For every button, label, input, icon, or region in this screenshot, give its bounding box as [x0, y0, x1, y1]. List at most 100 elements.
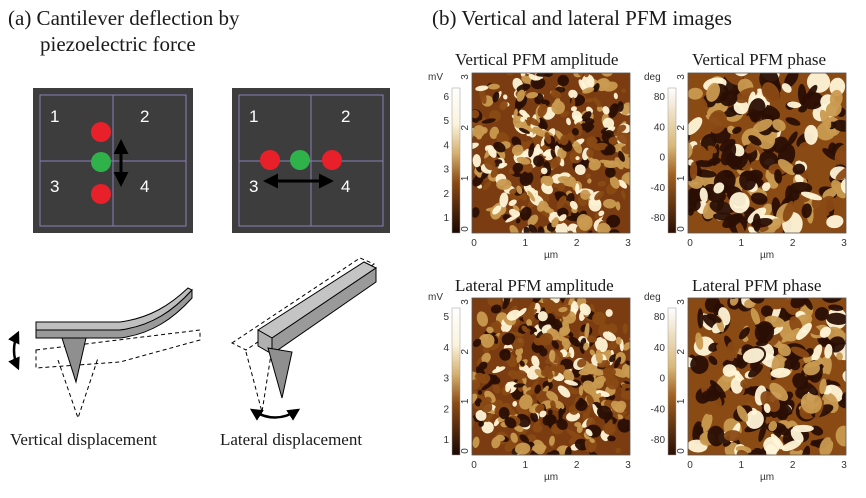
laser-spot-upper — [91, 122, 111, 142]
quadrant-4-label: 4 — [341, 177, 350, 196]
x-tick-label: 3 — [625, 238, 631, 249]
x-axis-unit: µm — [760, 250, 774, 261]
laser-spot-center — [91, 152, 111, 172]
colorbar-tick-label: 80 — [654, 92, 666, 103]
quadrant-2-label: 2 — [140, 107, 149, 126]
y-tick-label: 1 — [460, 175, 471, 181]
colorbar — [451, 87, 461, 234]
x-tick-label: 3 — [841, 460, 847, 471]
x-tick-label: 3 — [841, 238, 847, 249]
image-title-vertical-amplitude: Vertical PFM amplitude — [455, 50, 619, 69]
y-tick-label: 2 — [460, 348, 471, 354]
colorbar — [451, 307, 461, 456]
y-tick-label: 3 — [676, 299, 687, 305]
x-axis-unit: µm — [544, 250, 558, 261]
colorbar — [667, 307, 677, 456]
y-tick-label: 2 — [676, 348, 687, 354]
quadrant-3-label: 3 — [50, 177, 59, 196]
x-tick-label: 3 — [625, 460, 631, 471]
colorbar-tick-label: 80 — [654, 312, 666, 323]
laser-spot-left — [260, 150, 280, 170]
laser-spot-lower — [91, 184, 111, 204]
colorbar-tick-label: 5 — [443, 312, 449, 323]
x-tick-label: 2 — [574, 238, 580, 249]
caption-lateral-displacement: Lateral displacement — [220, 430, 363, 449]
colorbar-tick-label: 0 — [659, 153, 665, 164]
y-tick-label: 2 — [676, 124, 687, 130]
image-title-lateral-phase: Lateral PFM phase — [692, 276, 822, 295]
colorbar-tick-label: -40 — [651, 183, 666, 194]
colorbar-unit: mV — [428, 72, 443, 83]
y-tick-label: 3 — [460, 299, 471, 305]
x-tick-label: 0 — [471, 460, 477, 471]
x-tick-label: 1 — [739, 460, 745, 471]
pfm-image-3: mV5 4 3 2 1 3 2 1 00 1 2 3 µm — [428, 292, 631, 483]
y-tick-label: 1 — [676, 175, 687, 181]
pfm-image-1: mV6 5 4 3 2 1 3 2 1 00 1 2 3 µm — [428, 72, 631, 261]
x-tick-label: 2 — [790, 238, 796, 249]
colorbar-tick-label: 1 — [443, 213, 449, 224]
panel-a-heading-line2: piezoelectric force — [40, 32, 196, 56]
colorbar-tick-label: -40 — [651, 404, 666, 415]
colorbar-tick-label: -80 — [651, 213, 666, 224]
x-tick-label: 0 — [687, 238, 693, 249]
colorbar-tick-label: 3 — [443, 165, 449, 176]
y-tick-label: 0 — [676, 226, 687, 232]
colorbar-tick-label: 2 — [443, 189, 449, 200]
panel-a-heading-line1: (a) Cantilever deflection by — [8, 6, 240, 30]
cantilever-vertical — [8, 287, 201, 420]
colorbar-tick-label: 6 — [443, 92, 449, 103]
y-tick-label: 1 — [460, 398, 471, 404]
x-axis-unit: µm — [760, 472, 774, 483]
colorbar-tick-label: 5 — [443, 116, 449, 127]
cantilever-diagram: 1 2 3 4 1 2 3 4 — [8, 88, 390, 421]
x-tick-label: 1 — [523, 238, 529, 249]
y-tick-label: 1 — [676, 398, 687, 404]
colorbar-unit: deg — [644, 72, 661, 83]
y-tick-label: 2 — [460, 124, 471, 130]
colorbar — [667, 87, 677, 234]
x-tick-label: 2 — [574, 460, 580, 471]
colorbar-tick-label: 2 — [443, 404, 449, 415]
colorbar-unit: deg — [644, 292, 661, 303]
colorbar-tick-label: 0 — [659, 374, 665, 385]
y-tick-label: 0 — [460, 448, 471, 454]
x-tick-label: 1 — [523, 460, 529, 471]
photodetector-vertical: 1 2 3 4 — [33, 88, 193, 233]
photodetector-lateral: 1 2 3 4 — [232, 88, 390, 233]
colorbar-tick-label: 1 — [443, 435, 449, 446]
laser-spot-center — [290, 150, 310, 170]
colorbar-tick-label: 3 — [443, 374, 449, 385]
colorbar-unit: mV — [428, 292, 443, 303]
quadrant-2-label: 2 — [341, 107, 350, 126]
colorbar-tick-label: 40 — [654, 343, 666, 354]
laser-spot-right — [322, 150, 342, 170]
colorbar-tick-label: 40 — [654, 122, 666, 133]
colorbar-tick-label: 4 — [443, 140, 449, 151]
image-title-vertical-phase: Vertical PFM phase — [692, 50, 827, 69]
colorbar-tick-label: 4 — [443, 343, 449, 354]
cantilever-lateral — [231, 257, 377, 421]
lateral-motion-arrow — [249, 408, 301, 421]
quadrant-4-label: 4 — [140, 177, 149, 196]
y-tick-label: 3 — [676, 74, 687, 80]
vertical-motion-arrow — [8, 330, 20, 371]
quadrant-1-label: 1 — [50, 107, 59, 126]
x-tick-label: 2 — [790, 460, 796, 471]
y-tick-label: 3 — [460, 74, 471, 80]
x-axis-unit: µm — [544, 472, 558, 483]
y-tick-label: 0 — [676, 448, 687, 454]
x-tick-label: 0 — [471, 238, 477, 249]
quadrant-3-label: 3 — [249, 177, 258, 196]
x-tick-label: 1 — [739, 238, 745, 249]
image-title-lateral-amplitude: Lateral PFM amplitude — [455, 276, 614, 295]
caption-vertical-displacement: Vertical displacement — [10, 430, 157, 449]
y-tick-label: 0 — [460, 226, 471, 232]
colorbar-tick-label: -80 — [651, 435, 666, 446]
panel-b-heading: (b) Vertical and lateral PFM images — [432, 6, 732, 30]
quadrant-1-label: 1 — [249, 107, 258, 126]
x-tick-label: 0 — [687, 460, 693, 471]
